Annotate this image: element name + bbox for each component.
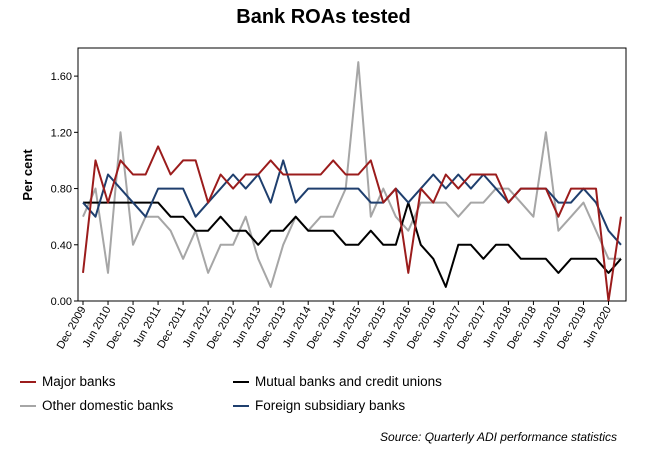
y-tick-label: 0.40 — [51, 240, 72, 252]
legend-item-major-banks: Major banks — [20, 374, 116, 389]
series-line-other-domestic-banks — [82, 61, 621, 288]
chart-series-lines — [82, 61, 622, 302]
legend-label-foreign-subsidiary-banks: Foreign subsidiary banks — [255, 398, 406, 413]
legend-swatch-mutual-banks — [233, 380, 249, 383]
legend-swatch-foreign-subsidiary-banks — [233, 404, 249, 407]
y-axis-title: Per cent — [20, 149, 35, 201]
legend-label-mutual-banks: Mutual banks and credit unions — [255, 374, 442, 389]
plot-frame — [77, 47, 627, 302]
legend-label-other-domestic-banks: Other domestic banks — [42, 398, 174, 413]
y-tick-label: 1.60 — [51, 71, 72, 83]
legend-label-major-banks: Major banks — [42, 374, 116, 389]
chart-title: Bank ROAs tested — [236, 6, 411, 28]
legend-item-foreign-subsidiary-banks: Foreign subsidiary banks — [233, 398, 405, 413]
y-axis-ticks: 0.00 0.40 0.80 1.20 1.60 — [51, 71, 78, 308]
source-note: Source: Quarterly ADI performance statis… — [380, 430, 617, 444]
series-line-mutual-banks-and-credit-unions — [83, 201, 622, 288]
legend-item-mutual-banks: Mutual banks and credit unions — [233, 374, 442, 389]
y-tick-label: 1.20 — [51, 127, 72, 139]
legend-swatch-major-banks — [20, 380, 36, 383]
chart-axes — [77, 47, 627, 302]
series-line-major-banks — [82, 145, 622, 302]
legend-swatch-other-domestic-banks — [20, 404, 36, 407]
y-tick-label: 0.00 — [51, 296, 72, 308]
legend-item-other-domestic-banks: Other domestic banks — [20, 398, 173, 413]
y-tick-label: 0.80 — [51, 184, 72, 196]
